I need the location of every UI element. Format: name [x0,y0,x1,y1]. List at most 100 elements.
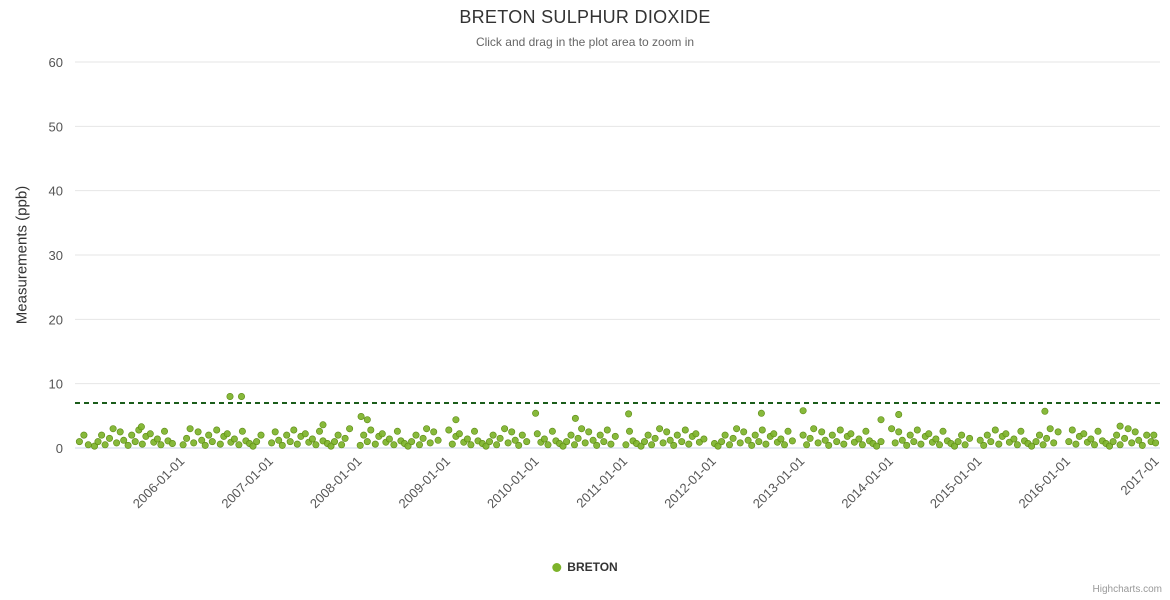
data-point[interactable] [455,430,463,438]
data-point[interactable] [862,427,870,435]
data-point[interactable] [600,438,608,446]
data-point[interactable] [659,439,667,447]
data-point[interactable] [574,434,582,442]
data-point[interactable] [183,434,191,442]
data-point[interactable] [385,435,393,443]
data-point[interactable] [283,431,291,439]
data-point[interactable] [540,435,548,443]
data-point[interactable] [106,434,114,442]
data-point[interactable] [213,426,221,434]
data-point[interactable] [548,427,556,435]
data-point[interactable] [833,438,841,446]
data-point[interactable] [906,431,914,439]
data-point[interactable] [448,440,456,448]
data-point[interactable] [571,414,579,422]
data-point[interactable] [445,426,453,434]
data-point[interactable] [780,441,788,449]
data-point[interactable] [201,441,209,449]
data-point[interactable] [190,439,198,447]
data-point[interactable] [721,431,729,439]
data-point[interactable] [1124,425,1132,433]
data-point[interactable] [718,438,726,446]
data-point[interactable] [208,438,216,446]
data-point[interactable] [640,438,648,446]
data-point[interactable] [818,428,826,436]
data-point[interactable] [238,427,246,435]
data-point[interactable] [673,431,681,439]
data-point[interactable] [80,431,88,439]
data-point[interactable] [895,410,903,418]
data-point[interactable] [356,441,364,449]
data-point[interactable] [570,441,578,449]
data-point[interactable] [496,434,504,442]
data-point[interactable] [1032,438,1040,446]
data-point[interactable] [1094,427,1102,435]
data-point[interactable] [983,431,991,439]
data-point[interactable] [733,425,741,433]
data-point[interactable] [559,442,567,450]
data-point[interactable] [803,441,811,449]
data-point[interactable] [124,441,132,449]
data-point[interactable] [777,435,785,443]
data-point[interactable] [485,438,493,446]
data-point[interactable] [611,432,619,440]
data-point[interactable] [363,416,371,424]
data-point[interactable] [873,442,881,450]
data-point[interactable] [903,441,911,449]
data-point[interactable] [651,434,659,442]
data-point[interactable] [1128,439,1136,447]
scatter-series-breton[interactable] [75,392,1160,450]
data-point[interactable] [1121,434,1129,442]
data-point[interactable] [748,441,756,449]
data-point[interactable] [518,431,526,439]
data-point[interactable] [1043,434,1051,442]
data-point[interactable] [504,439,512,447]
data-point[interactable] [958,431,966,439]
data-point[interactable] [935,441,943,449]
data-point[interactable] [1087,435,1095,443]
data-point[interactable] [578,425,586,433]
data-point[interactable] [378,430,386,438]
data-point[interactable] [784,427,792,435]
data-point[interactable] [1072,440,1080,448]
data-point[interactable] [515,441,523,449]
data-point[interactable] [898,436,906,444]
data-point[interactable] [987,438,995,446]
data-point[interactable] [877,416,885,424]
data-point[interactable] [744,436,752,444]
data-point[interactable] [128,431,136,439]
data-point[interactable] [1135,436,1143,444]
data-point[interactable] [1039,441,1047,449]
data-point[interactable] [607,440,615,448]
data-point[interactable] [452,416,460,424]
data-point[interactable] [913,426,921,434]
data-point[interactable] [740,428,748,436]
data-point[interactable] [729,434,737,442]
data-point[interactable] [917,440,925,448]
data-point[interactable] [367,426,375,434]
data-point[interactable] [596,431,604,439]
data-point[interactable] [685,440,693,448]
data-point[interactable] [821,436,829,444]
data-point[interactable] [991,426,999,434]
data-point[interactable] [581,439,589,447]
data-point[interactable] [334,431,342,439]
data-point[interactable] [341,434,349,442]
data-point[interactable] [814,439,822,447]
data-point[interactable] [404,442,412,450]
data-point[interactable] [714,442,722,450]
data-point[interactable] [98,431,106,439]
data-point[interactable] [319,421,327,429]
data-point[interactable] [954,438,962,446]
data-point[interactable] [1143,431,1151,439]
data-point[interactable] [153,435,161,443]
data-point[interactable] [390,441,398,449]
data-point[interactable] [1131,428,1139,436]
data-point[interactable] [493,441,501,449]
data-point[interactable] [131,438,139,446]
data-point[interactable] [1116,422,1124,430]
data-point[interactable] [725,441,733,449]
data-point[interactable] [939,427,947,435]
data-point[interactable] [995,440,1003,448]
data-point[interactable] [138,440,146,448]
